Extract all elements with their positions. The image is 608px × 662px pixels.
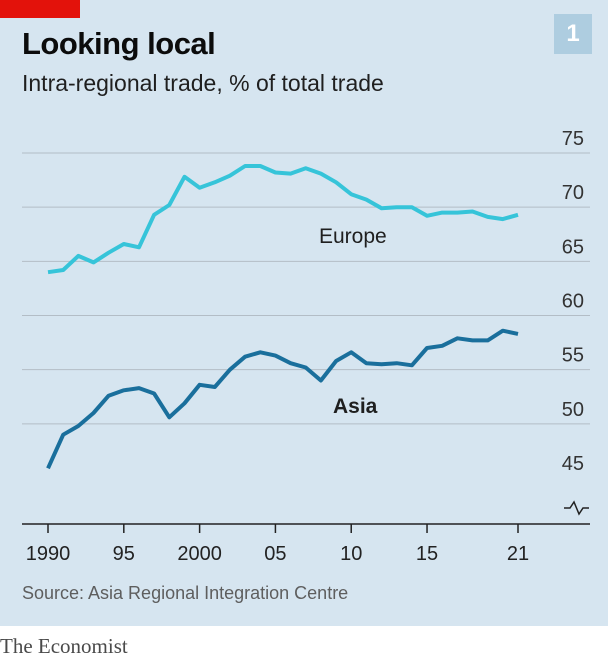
y-tick-label-60: 60 xyxy=(562,291,584,313)
brand-tag xyxy=(0,0,80,18)
x-tick-label-1995: 95 xyxy=(113,543,135,565)
x-tick-label-2010: 10 xyxy=(340,543,362,565)
x-axis: 1990 95 2000 05 10 15 21 xyxy=(22,500,590,565)
chart-subtitle: Intra-regional trade, % of total trade xyxy=(22,70,384,96)
series-labels: Europe Asia xyxy=(319,225,387,418)
chart-number-badge: 1 xyxy=(554,14,592,54)
series-line-europe xyxy=(47,164,519,275)
x-tick-label-1990: 1990 xyxy=(26,543,71,565)
series-lines xyxy=(46,164,519,470)
x-tick-label-2000: 2000 xyxy=(177,543,222,565)
line-chart: 45 50 55 60 65 70 75 1990 95 2000 05 10 15 21 Europe… xyxy=(22,128,590,565)
chart-title: Looking local xyxy=(22,26,216,61)
publisher-logo: The Economist xyxy=(0,634,128,658)
series-label-asia: Asia xyxy=(333,395,378,418)
axis-break-icon xyxy=(564,500,589,516)
series-line-asia xyxy=(46,328,519,470)
x-tick-label-2015: 15 xyxy=(416,543,438,565)
y-tick-label-75: 75 xyxy=(562,128,584,150)
source-note: Source: Asia Regional Integration Centre xyxy=(22,583,349,603)
gridlines xyxy=(22,152,590,425)
y-tick-label-70: 70 xyxy=(562,182,584,204)
series-label-europe: Europe xyxy=(319,225,387,248)
y-tick-label-55: 55 xyxy=(562,345,584,367)
y-tick-label-45: 45 xyxy=(562,453,584,475)
y-tick-label-50: 50 xyxy=(562,399,584,421)
x-tick-label-2021: 21 xyxy=(507,543,529,565)
y-tick-label-65: 65 xyxy=(562,236,584,258)
x-tick-label-2005: 05 xyxy=(264,543,286,565)
y-axis-ticks: 45 50 55 60 65 70 75 xyxy=(562,128,584,475)
chart-panel xyxy=(0,0,608,626)
